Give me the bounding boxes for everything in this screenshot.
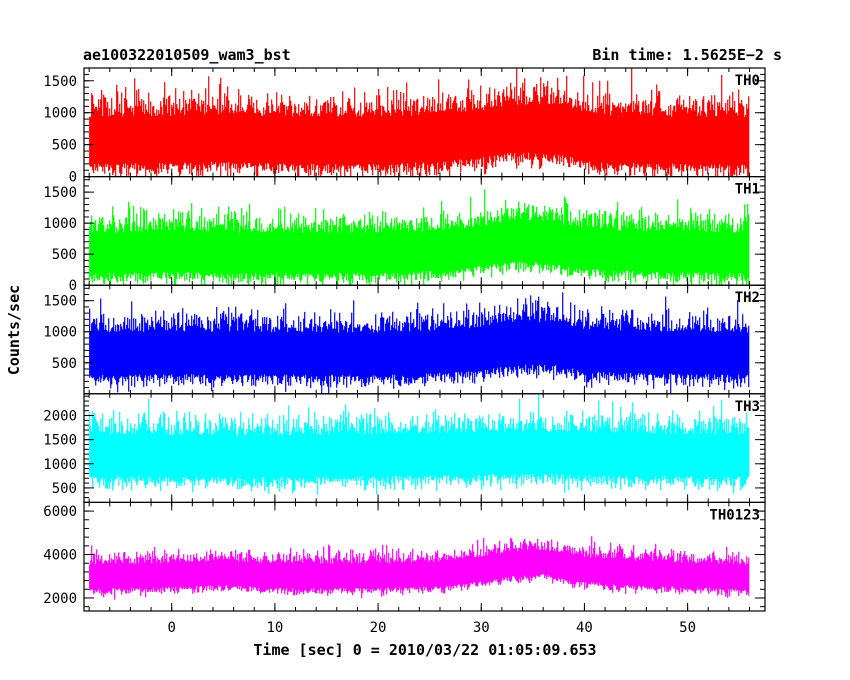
- y-tick-label: 500: [52, 356, 77, 372]
- panels-group: 0 500 1000 1500 TH0 0 500 1000 1500 TH1 500 1000 150…: [43, 67, 766, 612]
- series-th2: [89, 292, 750, 394]
- x-tick-label: 50: [679, 620, 696, 636]
- x-axis-title: Time [sec] 0 = 2010/03/22 01:05:09.653: [253, 641, 596, 659]
- panel-th0: 0 500 1000 1500 TH0: [43, 67, 766, 186]
- y-tick-label: 1000: [43, 457, 77, 473]
- series-th0: [89, 68, 750, 177]
- panel-th2: 500 1000 1500 TH2: [43, 284, 766, 395]
- panel-label-th1: TH1: [735, 182, 760, 198]
- y-tick-label: 1500: [43, 294, 77, 310]
- panel-th3: 500 1000 1500 2000 TH3: [43, 393, 766, 503]
- y-tick-label: 0: [69, 278, 77, 294]
- x-tick-label: 10: [266, 620, 283, 636]
- y-tick-label: 6000: [43, 504, 77, 520]
- y-tick-label: 0: [69, 170, 77, 186]
- y-tick-label: 4000: [43, 548, 77, 564]
- panel-label-th3: TH3: [735, 399, 760, 415]
- x-axis: 0 10 20 30 40 50: [167, 620, 696, 636]
- y-tick-label: 2000: [43, 409, 77, 425]
- y-tick-label: 1000: [43, 216, 77, 232]
- x-tick-label: 40: [576, 620, 593, 636]
- y-tick-label: 1500: [43, 185, 77, 201]
- x-tick-label: 0: [167, 620, 175, 636]
- y-tick-label: 500: [52, 138, 77, 154]
- panel-label-th0123: TH0123: [709, 507, 760, 523]
- y-tick-label: 1500: [43, 74, 77, 90]
- y-tick-label: 1500: [43, 433, 77, 449]
- y-tick-label: 500: [52, 481, 77, 497]
- panel-th1: 0 500 1000 1500 TH1: [43, 176, 766, 294]
- series-th0123: [89, 536, 750, 600]
- panel-th0123: 2000 4000 6000 TH0123: [43, 501, 766, 612]
- x-tick-label: 30: [473, 620, 490, 636]
- y-tick-label: 2000: [43, 591, 77, 607]
- panel-label-th2: TH2: [735, 290, 760, 306]
- panel-frame: [83, 501, 766, 612]
- series-th1: [89, 189, 750, 286]
- y-tick-label: 1000: [43, 106, 77, 122]
- y-tick-label: 500: [52, 247, 77, 263]
- series-th3: [89, 393, 750, 495]
- y-axis-title: Counts/sec: [5, 285, 23, 375]
- panel-label-th0: TH0: [735, 73, 760, 89]
- bin-time-label: Bin time: 1.5625E−2 s: [592, 46, 782, 64]
- x-tick-label: 20: [370, 620, 387, 636]
- y-tick-label: 1000: [43, 325, 77, 341]
- chart-title: ae100322010509_wam3_bst: [83, 46, 291, 64]
